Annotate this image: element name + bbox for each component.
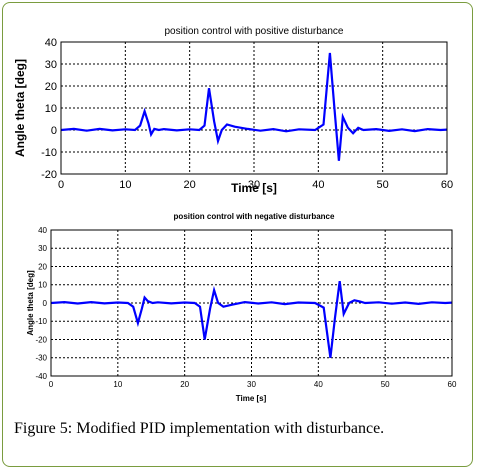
chart2-series-line <box>50 280 453 358</box>
chart1-xtick-label: 10 <box>119 179 131 191</box>
chart2-xtick-label: 0 <box>49 380 54 389</box>
chart2-xtick-label: 30 <box>247 380 256 389</box>
chart1-xtick-label: 60 <box>441 179 453 191</box>
chart2-xtick-label: 50 <box>381 380 390 389</box>
chart1-ytick-label: 20 <box>45 81 57 93</box>
chart1-ytick-label: -20 <box>41 169 57 181</box>
chart1-xtick-label: 50 <box>377 179 389 191</box>
chart2-ytick-label: -30 <box>35 354 47 363</box>
chart2-xtick-label: 40 <box>314 380 323 389</box>
chart2-ytick-label: 30 <box>38 244 47 253</box>
chart-positive-disturbance: position control with positive disturban… <box>13 26 453 195</box>
chart2-ytick-label: -10 <box>35 317 47 326</box>
chart1-xtick-label: 30 <box>248 179 260 191</box>
chart1-ylabel: Angle theta [deg] <box>13 59 27 157</box>
chart2-ytick-label: 0 <box>43 299 48 308</box>
chart1-xtick-label: 20 <box>184 179 196 191</box>
chart2-xlabel: Time [s] <box>236 394 267 403</box>
chart2-ytick-label: 40 <box>38 226 47 235</box>
chart-negative-disturbance: position control with negative disturban… <box>26 212 457 403</box>
chart1-xtick-label: 40 <box>312 179 324 191</box>
chart1-series-line <box>60 52 448 161</box>
chart2-xtick-label: 10 <box>113 380 122 389</box>
chart1-ytick-label: -10 <box>41 147 57 159</box>
chart1-xlabel: Time [s] <box>231 181 277 195</box>
figure-caption: Figure 5: Modified PID implementation wi… <box>14 420 385 437</box>
chart1-ytick-label: 30 <box>45 59 57 71</box>
chart1-xtick-label: 0 <box>58 179 64 191</box>
chart2-ytick-label: 20 <box>38 262 47 271</box>
chart1-ytick-label: 0 <box>51 125 57 137</box>
chart2-ytick-label: 10 <box>38 281 47 290</box>
chart1-ytick-label: 10 <box>45 103 57 115</box>
chart2-xtick-label: 60 <box>448 380 457 389</box>
chart1-title: position control with positive disturban… <box>165 26 344 37</box>
chart2-ylabel: Angle theta [deg] <box>26 270 35 336</box>
chart2-xtick-label: 20 <box>180 380 189 389</box>
chart1-ytick-label: 40 <box>45 37 57 49</box>
chart2-ytick-label: -20 <box>35 335 47 344</box>
figure-frame <box>2 2 473 467</box>
chart2-ytick-label: -40 <box>35 372 47 381</box>
chart1-plot-frame <box>60 41 448 175</box>
chart2-plot-frame <box>50 229 453 377</box>
chart2-title: position control with negative disturban… <box>174 212 335 221</box>
